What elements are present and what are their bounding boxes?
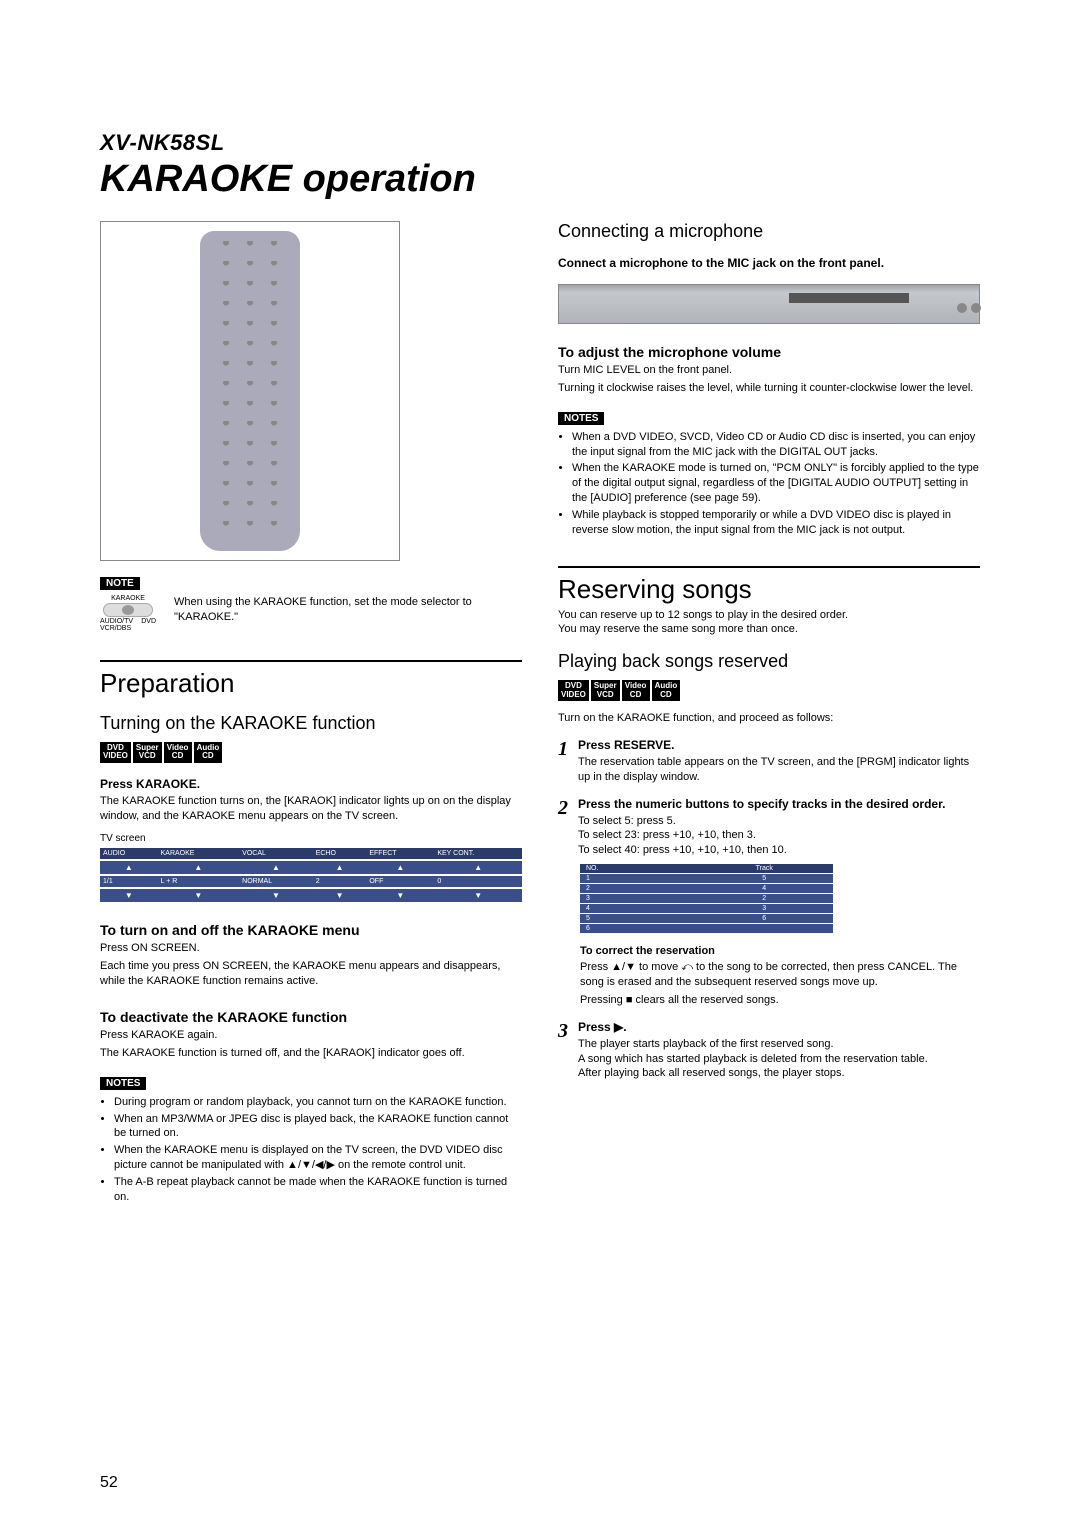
reserve-body2: You may reserve the same song more than … [558, 622, 980, 637]
step-number: 3 [558, 1020, 568, 1043]
selector-label-top: KARAOKE [111, 595, 145, 602]
step-2: 2 Press the numeric buttons to specify t… [558, 797, 980, 859]
adjust-body2: Turning it clockwise raises the level, w… [558, 381, 980, 396]
connect-mic-heading: Connecting a microphone [558, 221, 980, 242]
divider [100, 660, 522, 662]
step-title: Press the numeric buttons to specify tra… [578, 797, 980, 811]
note-badge: NOTE [100, 577, 140, 590]
notes-badge-right: NOTES [558, 412, 604, 425]
adjust-body1: Turn MIC LEVEL on the front panel. [558, 363, 980, 378]
step-title: Press ▶. [578, 1020, 980, 1034]
step-number: 2 [558, 797, 568, 820]
step-desc: The reservation table appears on the TV … [578, 755, 980, 785]
reserve-body1: You can reserve up to 12 songs to play i… [558, 608, 980, 623]
front-panel-illustration [558, 284, 980, 324]
correct-body1: Press ▲/▼ to move ⤺ to the song to be co… [580, 960, 980, 990]
step-number: 1 [558, 738, 568, 761]
correct-body2: Pressing ■ clears all the reserved songs… [580, 993, 980, 1008]
notes-list-right: When a DVD VIDEO, SVCD, Video CD or Audi… [558, 430, 980, 538]
deactivate-body2: The KARAOKE function is turned off, and … [100, 1046, 522, 1061]
model-number: XV-NK58SL [100, 130, 980, 156]
notes-list-left: During program or random playback, you c… [100, 1095, 522, 1205]
step-desc: To select 5: press 5. To select 23: pres… [578, 814, 980, 859]
reservation-table: NO. Track 15 24 32 43 56 6 [580, 864, 833, 933]
step-1: 1 Press RESERVE. The reservation table a… [558, 738, 980, 785]
disc-badges-right: DVDVIDEO SuperVCD VideoCD AudioCD [558, 680, 980, 701]
remote-body [200, 231, 300, 551]
karaoke-menu-table: AUDIO KARAOKE VOCAL ECHO EFFECT KEY CONT… [100, 848, 522, 902]
disc-badges-left: DVDVIDEO SuperVCD VideoCD AudioCD [100, 742, 522, 763]
reserving-heading: Reserving songs [558, 574, 980, 605]
remote-illustration [100, 221, 400, 561]
turn-menu-body1: Press ON SCREEN. [100, 941, 522, 956]
step-desc: The player starts playback of the first … [578, 1037, 980, 1082]
deactivate-heading: To deactivate the KARAOKE function [100, 1009, 522, 1025]
selector-label-right: DVD [141, 618, 156, 632]
deactivate-body1: Press KARAOKE again. [100, 1028, 522, 1043]
press-karaoke-title: Press KARAOKE. [100, 777, 522, 791]
preparation-heading: Preparation [100, 668, 522, 699]
turn-on-heading: Turning on the KARAOKE function [100, 713, 522, 734]
notes-badge-left: NOTES [100, 1077, 146, 1090]
mode-selector-diagram: KARAOKE AUDIO/TV VCR/DBS DVD [100, 595, 156, 632]
playback-heading: Playing back songs reserved [558, 651, 980, 672]
page-number: 52 [100, 1474, 118, 1492]
playback-body: Turn on the KARAOKE function, and procee… [558, 711, 980, 726]
page-title: KARAOKE operation [100, 158, 980, 201]
tv-caption: TV screen [100, 833, 522, 844]
step-title: Press RESERVE. [578, 738, 980, 752]
adjust-volume-heading: To adjust the microphone volume [558, 344, 980, 360]
turn-menu-heading: To turn on and off the KARAOKE menu [100, 922, 522, 938]
selector-label-left: AUDIO/TV VCR/DBS [100, 618, 133, 632]
turn-menu-body2: Each time you press ON SCREEN, the KARAO… [100, 959, 522, 989]
press-karaoke-body: The KARAOKE function turns on, the [KARA… [100, 794, 522, 824]
divider [558, 566, 980, 568]
step-3: 3 Press ▶. The player starts playback of… [558, 1020, 980, 1082]
note-text: When using the KARAOKE function, set the… [174, 595, 522, 625]
connect-mic-body: Connect a microphone to the MIC jack on … [558, 256, 980, 270]
correct-reservation-heading: To correct the reservation [580, 945, 980, 957]
